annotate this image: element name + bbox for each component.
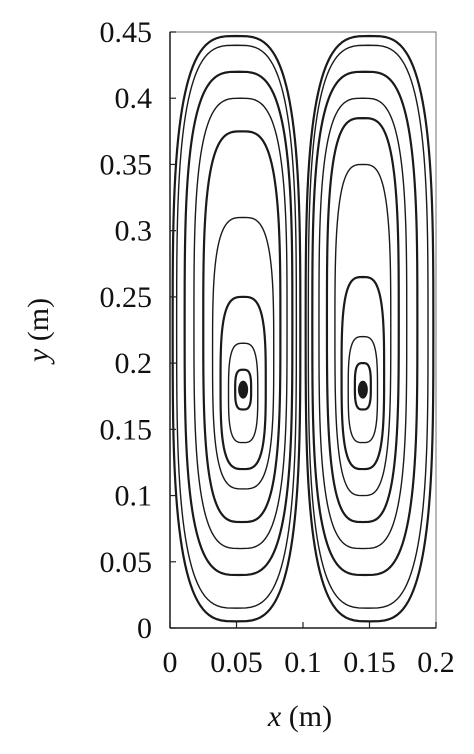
x-tick-label: 0.15 <box>343 646 396 679</box>
streamline-loop <box>202 130 282 524</box>
streamline-loop <box>325 116 400 524</box>
streamline-loop <box>219 295 267 471</box>
y-tick-label: 0.35 <box>100 148 153 181</box>
streamline-loop <box>318 97 408 550</box>
vortex-center <box>238 380 249 399</box>
y-tick-label: 0.15 <box>100 413 153 446</box>
x-axis-ticks: 0 0.05 0.1 0.15 0.2 <box>163 622 455 679</box>
streamline-loop <box>211 216 275 490</box>
x-tick-label: 0.05 <box>210 646 263 679</box>
streamline-loop <box>234 368 253 411</box>
x-tick-label: 0.1 <box>284 646 322 679</box>
streamline-loop <box>307 44 429 609</box>
y-axis-label: y (m) <box>22 298 55 365</box>
streamline-loop <box>193 97 288 550</box>
streamlines-layer <box>171 34 435 623</box>
streamline-loop <box>353 362 372 411</box>
streamline-loop <box>347 335 379 444</box>
vortex-center <box>357 380 368 399</box>
y-tick-label: 0.3 <box>115 215 153 248</box>
y-tick-label: 0.4 <box>115 82 153 115</box>
x-tick-label: 0 <box>163 646 178 679</box>
y-tick-label: 0.05 <box>100 546 153 579</box>
y-tick-label: 0.1 <box>115 480 153 513</box>
y-axis-ticks: 0 0.05 0.1 0.15 0.2 0.25 0.3 0.35 0.4 0.45 <box>100 16 176 645</box>
streamline-loop <box>183 70 294 577</box>
y-tick-label: 0.2 <box>115 347 153 380</box>
y-tick-label: 0.45 <box>100 16 153 49</box>
x-tick-label: 0.2 <box>417 646 455 679</box>
streamline-loop <box>340 275 386 471</box>
streamline-loop <box>334 163 392 497</box>
streamline-loop <box>311 70 419 577</box>
x-axis-label: x (m) <box>267 700 332 733</box>
streamline-loop <box>175 44 298 609</box>
streamline-loop <box>227 342 259 444</box>
streamline-loop <box>304 34 435 623</box>
y-tick-label: 0 <box>137 612 152 645</box>
streamline-loop <box>171 34 302 623</box>
y-tick-label: 0.25 <box>100 281 153 314</box>
